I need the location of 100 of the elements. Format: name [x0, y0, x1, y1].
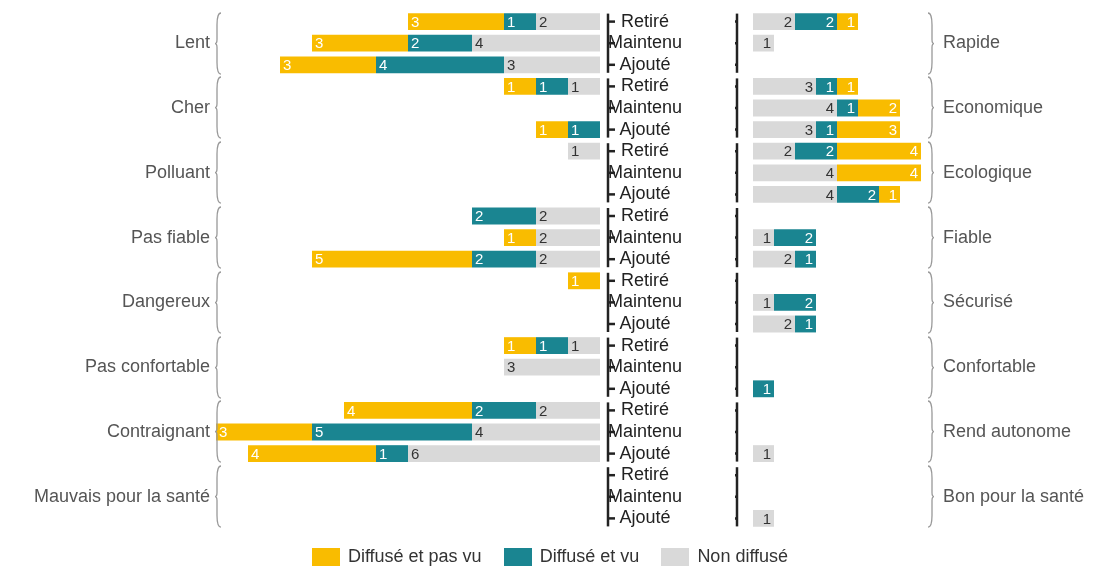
legend-label: Diffusé et vu	[539, 546, 640, 567]
y-tick-label: Maintenu	[607, 161, 683, 182]
bar	[837, 164, 921, 182]
y-tick-label: Retiré	[621, 334, 670, 355]
bar	[753, 445, 774, 463]
data-label: 4	[347, 401, 356, 419]
bar	[753, 142, 795, 160]
data-label: 2	[539, 250, 548, 268]
bar	[536, 250, 600, 268]
bar	[753, 380, 774, 398]
text: Cher	[170, 96, 210, 117]
bar	[504, 358, 600, 376]
bar	[837, 77, 858, 95]
data-label: 1	[539, 120, 548, 138]
y-tick-label: Ajouté	[619, 118, 671, 139]
text: Bon pour la santé	[943, 485, 1085, 506]
bar	[504, 229, 536, 247]
bar	[376, 445, 408, 463]
bar	[312, 423, 472, 441]
data-label: 4	[825, 185, 834, 203]
data-label: 2	[539, 228, 548, 246]
data-label: 2	[804, 228, 813, 246]
data-label: 3	[804, 77, 813, 95]
y-tick-label: Retiré	[621, 140, 670, 161]
bar	[753, 99, 837, 117]
y-tick-label: Ajouté	[619, 377, 671, 398]
data-label: 3	[283, 55, 292, 73]
data-label: 1	[539, 77, 548, 95]
data-label: 4	[379, 55, 388, 73]
bar	[312, 34, 408, 52]
data-label: 4	[909, 163, 918, 181]
data-label: 2	[888, 99, 897, 117]
data-label: 1	[571, 120, 580, 138]
bar	[753, 229, 774, 247]
bar	[472, 250, 536, 268]
text: Dangereux	[121, 291, 210, 312]
data-label: 3	[507, 358, 516, 376]
data-label: 1	[507, 336, 516, 354]
bar	[795, 250, 816, 268]
bar	[280, 56, 376, 74]
bar	[753, 121, 816, 139]
data-label: 1	[825, 77, 834, 95]
data-label: 5	[315, 250, 324, 268]
data-label: 3	[411, 12, 420, 30]
y-tick-label: Maintenu	[607, 356, 683, 377]
y-tick-label: Retiré	[621, 399, 670, 420]
data-label: 4	[825, 99, 834, 117]
y-tick-label: Retiré	[621, 10, 670, 31]
text: Contraignant	[106, 420, 210, 441]
bar	[504, 13, 536, 31]
data-label: 1	[804, 250, 813, 268]
bar	[753, 13, 795, 31]
bar	[753, 164, 837, 182]
data-label: 2	[539, 401, 548, 419]
text: Lent	[174, 32, 210, 53]
bar	[816, 77, 837, 95]
y-tick-label: Retiré	[621, 75, 670, 96]
data-label: 1	[762, 293, 771, 311]
bar	[376, 56, 504, 74]
text: Sécurisé	[943, 291, 1014, 312]
data-label: 1	[846, 99, 855, 117]
data-label: 4	[475, 423, 484, 441]
y-tick-label: Maintenu	[607, 420, 683, 441]
bar	[753, 34, 774, 52]
y-tick-label: Ajouté	[619, 442, 671, 463]
bar	[536, 13, 600, 31]
bar	[536, 121, 568, 139]
y-tick-label: Maintenu	[607, 485, 683, 506]
data-label: 2	[539, 207, 548, 225]
y-tick-label: Ajouté	[619, 53, 671, 74]
data-label: 1	[507, 228, 516, 246]
bar	[472, 401, 536, 419]
data-label: 1	[804, 315, 813, 333]
data-label: 1	[571, 77, 580, 95]
text: Pas fiable	[130, 226, 210, 247]
data-label: 1	[571, 336, 580, 354]
bar	[568, 77, 600, 95]
data-label: 1	[762, 34, 771, 52]
bar	[408, 34, 472, 52]
text: Confortable	[943, 356, 1037, 377]
text: Fiable	[943, 226, 993, 247]
data-label: 2	[475, 250, 484, 268]
data-label: 1	[846, 12, 855, 30]
data-label: 2	[804, 293, 813, 311]
data-label: 2	[867, 185, 876, 203]
y-tick-label: Maintenu	[607, 32, 683, 53]
data-label: 4	[251, 444, 260, 462]
bar	[472, 34, 600, 52]
data-label: 2	[783, 250, 792, 268]
text: Rend autonome	[943, 420, 1072, 441]
data-label: 1	[762, 228, 771, 246]
bar	[504, 56, 600, 74]
data-label: 1	[888, 185, 897, 203]
data-label: 2	[475, 207, 484, 225]
y-tick-label: Maintenu	[607, 291, 683, 312]
data-label: 2	[783, 142, 792, 160]
data-label: 1	[762, 509, 771, 527]
data-label: 5	[315, 423, 324, 441]
bar	[837, 121, 900, 139]
y-tick-label: Maintenu	[607, 226, 683, 247]
